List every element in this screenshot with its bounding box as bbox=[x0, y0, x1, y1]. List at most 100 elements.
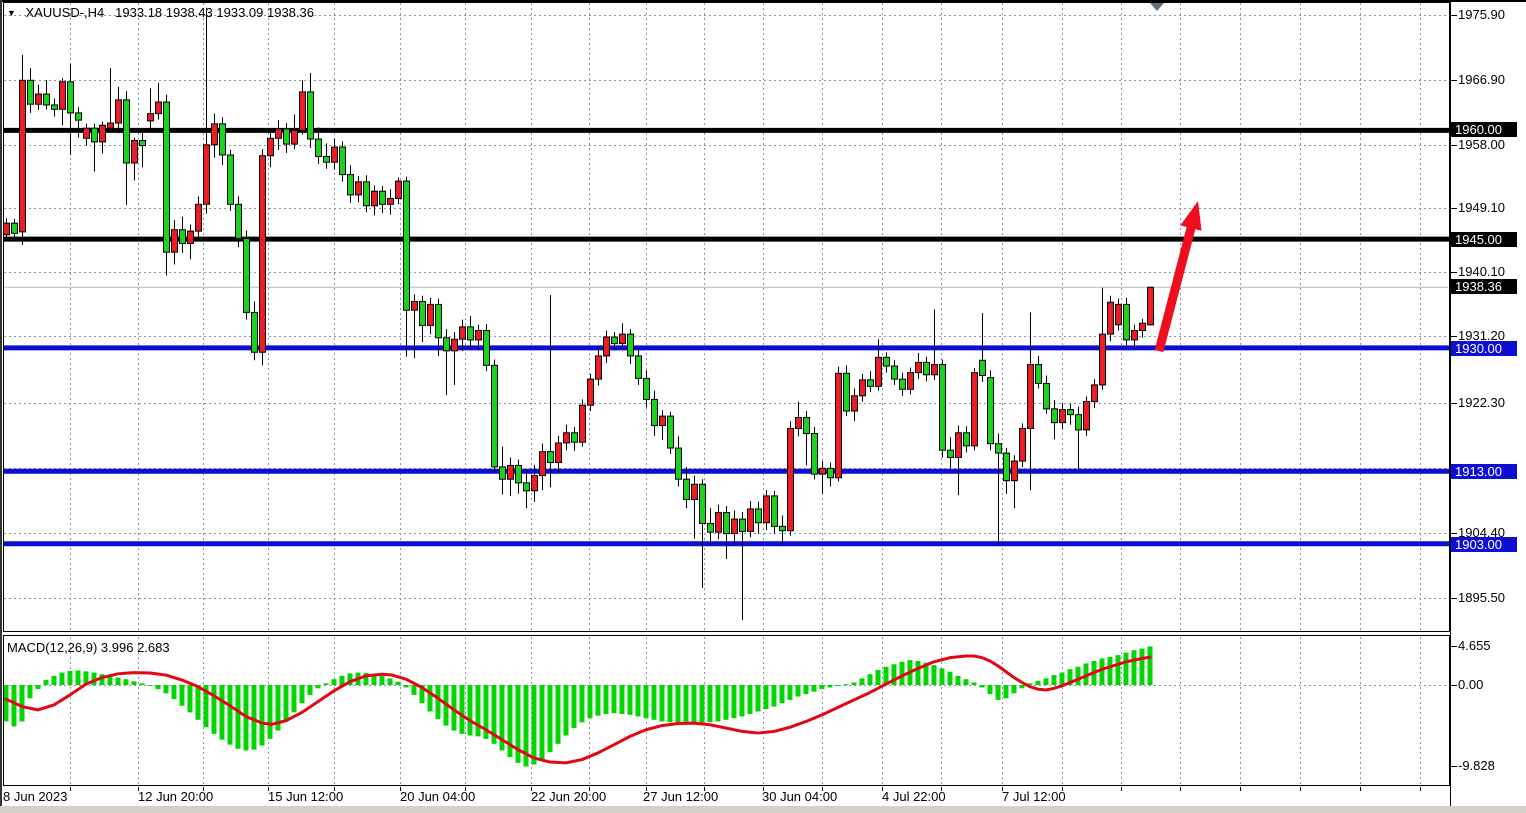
candle-bear bbox=[435, 303, 442, 339]
candle-bear bbox=[643, 377, 650, 400]
macd-bar bbox=[275, 685, 281, 731]
candle-bear bbox=[683, 478, 690, 501]
candle-bull bbox=[1083, 401, 1090, 431]
macd-bar bbox=[523, 685, 529, 767]
candle-bear bbox=[91, 127, 98, 143]
candle-bull bbox=[187, 230, 194, 244]
macd-bar bbox=[811, 685, 817, 692]
candle-bull bbox=[931, 364, 938, 376]
candle-bear bbox=[51, 104, 58, 110]
macd-bar bbox=[715, 685, 721, 722]
candle-bull bbox=[59, 81, 66, 110]
candle-bull bbox=[203, 144, 210, 205]
macd-axis-label: 4.655 bbox=[1458, 638, 1491, 653]
candle-bear bbox=[883, 356, 890, 367]
macd-bar bbox=[1059, 672, 1065, 685]
macd-bar bbox=[75, 670, 81, 685]
macd-bar bbox=[851, 682, 857, 685]
candle-bull bbox=[1099, 333, 1106, 386]
candle-bear bbox=[779, 525, 786, 532]
macd-bar bbox=[763, 685, 769, 710]
candle-bear bbox=[1003, 452, 1010, 482]
macd-bar bbox=[1011, 685, 1017, 694]
macd-bar bbox=[683, 685, 689, 724]
candle-bull bbox=[795, 417, 802, 429]
candle-bull bbox=[1139, 322, 1146, 332]
candle-bear bbox=[1051, 408, 1058, 424]
macd-bar bbox=[755, 685, 761, 712]
macd-bar bbox=[339, 675, 345, 685]
price-axis-label: 1949.10 bbox=[1458, 200, 1505, 215]
macd-bar bbox=[387, 678, 393, 685]
candle-bear bbox=[123, 99, 130, 164]
title-bar: ▼ XAUUSD-,H4 1933.18 1938.43 1933.09 193… bbox=[7, 5, 314, 20]
candle-bear bbox=[379, 190, 386, 205]
macd-bar bbox=[531, 685, 537, 765]
candle-bull bbox=[115, 99, 122, 124]
macd-bar bbox=[843, 684, 849, 686]
macd-axis-label: 0.00 bbox=[1458, 677, 1484, 692]
macd-bar bbox=[211, 685, 217, 734]
candle-bull bbox=[539, 451, 546, 477]
candle-bear bbox=[491, 364, 498, 468]
candle-bull bbox=[83, 127, 90, 139]
macd-bar bbox=[571, 685, 577, 729]
candle-bear bbox=[867, 379, 874, 387]
macd-bar bbox=[899, 661, 905, 685]
candle-bear bbox=[43, 93, 50, 106]
candle-bear bbox=[179, 229, 186, 244]
time-axis-label: 30 Jun 04:00 bbox=[762, 789, 838, 804]
macd-bar bbox=[731, 685, 737, 719]
trend-arrow-shaft[interactable] bbox=[1154, 223, 1197, 353]
macd-bar bbox=[931, 665, 937, 685]
macd-bar bbox=[835, 685, 841, 686]
macd-bar bbox=[3, 685, 9, 722]
candle-bull bbox=[99, 124, 106, 143]
candle-bear bbox=[523, 482, 530, 492]
price-badge-1913.00: 1913.00 bbox=[1451, 464, 1517, 479]
last-bar-marker-icon bbox=[1150, 3, 1164, 11]
macd-bar bbox=[547, 685, 553, 753]
macd-bar bbox=[427, 685, 433, 712]
macd-bar bbox=[219, 685, 225, 740]
macd-bar bbox=[587, 685, 593, 719]
macd-bar bbox=[187, 685, 193, 713]
macd-bar bbox=[819, 685, 825, 690]
candle-bear bbox=[163, 101, 170, 253]
macd-bar bbox=[827, 685, 833, 688]
candle-bull bbox=[475, 330, 482, 341]
macd-panel-border bbox=[3, 635, 1450, 786]
candle-bear bbox=[571, 432, 578, 443]
macd-bar bbox=[499, 685, 505, 751]
macd-bar bbox=[603, 685, 609, 714]
candle-bear bbox=[923, 361, 930, 376]
macd-bar bbox=[1107, 656, 1113, 685]
candle-bear bbox=[339, 146, 346, 176]
trend-arrow-head[interactable] bbox=[1180, 201, 1202, 231]
candle-bear bbox=[1075, 414, 1082, 431]
candle-bear bbox=[219, 123, 226, 156]
candle-bull bbox=[1147, 286, 1154, 326]
macd-bar bbox=[379, 675, 385, 685]
candle-bull bbox=[355, 181, 362, 196]
macd-bar bbox=[675, 685, 681, 724]
candle-bull bbox=[859, 379, 866, 397]
macd-bar bbox=[435, 685, 441, 719]
candle-bear bbox=[739, 518, 746, 532]
macd-bar bbox=[83, 671, 89, 685]
macd-bar bbox=[739, 685, 745, 717]
candle-bear bbox=[363, 181, 370, 207]
macd-bar bbox=[43, 680, 49, 685]
symbol-marker-icon[interactable]: ▼ bbox=[7, 8, 16, 18]
macd-bar bbox=[875, 670, 881, 685]
candle-bull bbox=[971, 372, 978, 447]
macd-bar bbox=[67, 670, 73, 685]
candle-bull bbox=[19, 79, 26, 233]
candle-bear bbox=[627, 333, 634, 357]
price-badge-1903.00: 1903.00 bbox=[1451, 537, 1517, 552]
price-axis-label: 1931.20 bbox=[1458, 328, 1505, 343]
candle-bear bbox=[235, 203, 242, 239]
candle-bear bbox=[307, 91, 314, 140]
